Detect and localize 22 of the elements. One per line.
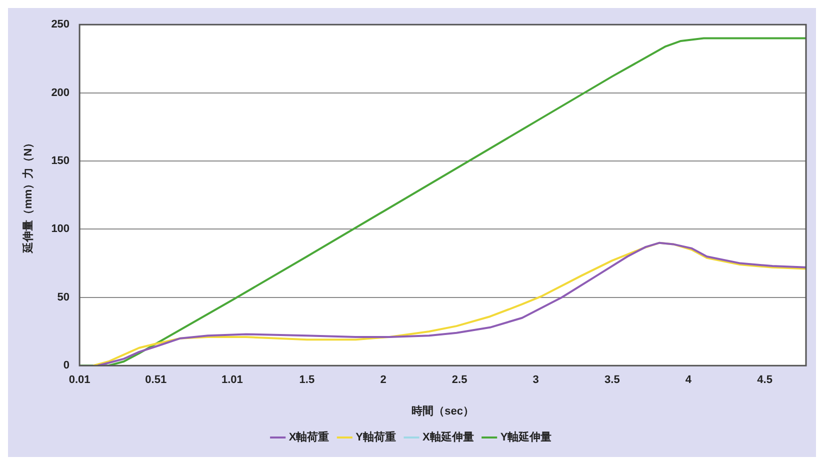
- y-tick-label: 200: [51, 86, 70, 99]
- x-tick-label: 2.5: [452, 374, 468, 386]
- legend-label: X軸延伸量: [422, 430, 474, 444]
- x-tick-label: 4: [685, 374, 692, 386]
- y-axis-title: 延伸量（mm）力（N）: [22, 137, 35, 254]
- legend-label: Y軸延伸量: [500, 430, 552, 444]
- x-tick-label: 3: [532, 374, 539, 386]
- y-tick-label: 250: [51, 18, 70, 31]
- legend-label: X軸荷重: [288, 430, 330, 444]
- x-tick-label: 1.5: [299, 374, 315, 386]
- x-tick-label: 0.01: [68, 374, 90, 386]
- y-tick-label: 150: [51, 155, 70, 168]
- y-tick-label: 0: [63, 360, 70, 372]
- x-tick-label: 4.5: [757, 374, 772, 386]
- y-tick-label: 50: [57, 291, 70, 304]
- x-axis-title: 時間（sec）: [412, 404, 474, 418]
- legend-label: Y軸荷重: [356, 430, 396, 444]
- x-tick-label: 1.01: [221, 374, 243, 386]
- x-tick-label: 2: [380, 374, 386, 386]
- x-tick-label: 3.5: [604, 374, 620, 386]
- y-tick-label: 100: [51, 223, 70, 236]
- x-tick-label: 0.51: [145, 374, 167, 386]
